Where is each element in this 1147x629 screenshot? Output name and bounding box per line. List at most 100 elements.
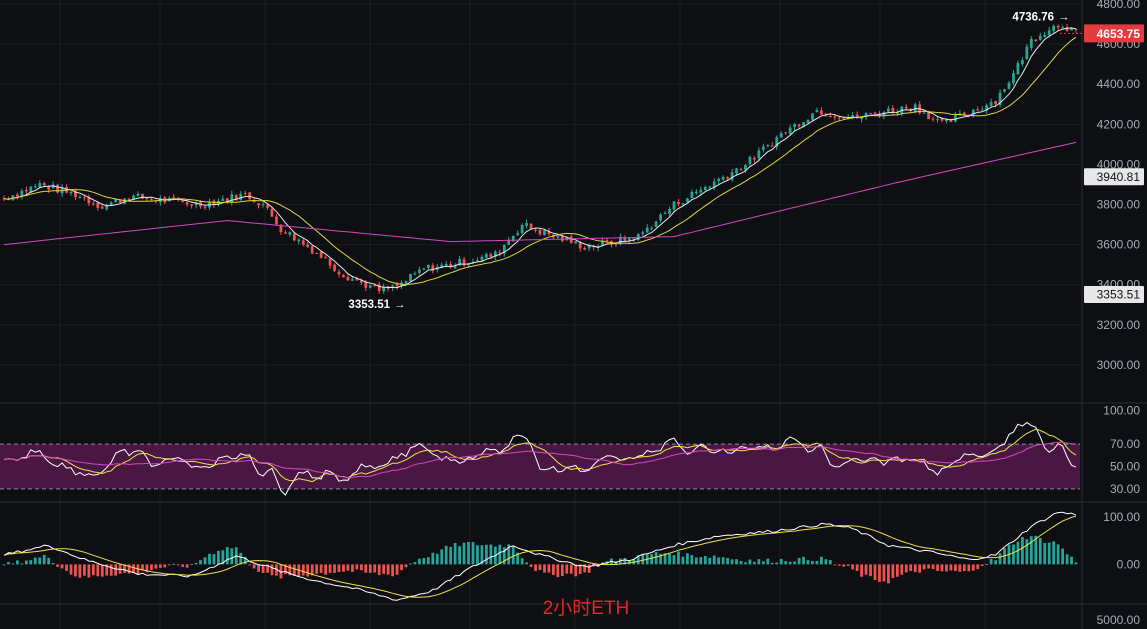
candle [1043, 31, 1047, 38]
candle [266, 203, 269, 210]
candle-body [315, 252, 319, 254]
candle [703, 185, 707, 191]
candle-body [328, 258, 332, 266]
macd-histogram-bar [1034, 535, 1038, 565]
candle-body [797, 124, 801, 127]
macd-histogram-bar [485, 544, 488, 565]
rsi-tick-label: 50.00 [1110, 459, 1140, 473]
macd-histogram-bar [547, 564, 551, 573]
candle-body [449, 263, 453, 268]
candle [449, 260, 453, 269]
macd-histogram-bar [882, 564, 886, 582]
candle [775, 135, 779, 151]
candle-body [1038, 35, 1042, 40]
candle [1061, 25, 1064, 29]
macd-histogram-bar [717, 557, 721, 565]
macd-histogram-bar [1047, 542, 1051, 565]
candle [261, 201, 265, 208]
candle-body [422, 268, 426, 270]
candle [882, 110, 886, 120]
candle [1025, 44, 1029, 60]
candle-body [346, 276, 350, 281]
macd-histogram-bar [105, 564, 109, 576]
macd-histogram-bar [726, 557, 729, 565]
macd-histogram-bar [744, 562, 747, 565]
macd-histogram-bar [761, 561, 765, 565]
candle [596, 244, 600, 252]
candle-body [895, 112, 899, 114]
macd-histogram-bar [927, 564, 930, 569]
macd-histogram-bar [538, 564, 542, 571]
candle [712, 178, 716, 191]
macd-histogram-bar [779, 558, 783, 565]
candle-body [333, 264, 336, 271]
macd-histogram-bar [757, 559, 761, 565]
candle-body [632, 238, 636, 241]
candle [315, 252, 319, 254]
candle-body [310, 246, 314, 254]
candle-body [489, 254, 493, 257]
macd-histogram-bar [404, 564, 408, 568]
candle-body [583, 247, 587, 250]
macd-histogram-bar [114, 564, 118, 576]
price-tick-label: 4200.00 [1097, 117, 1141, 131]
candle-body [904, 106, 908, 109]
macd-histogram-bar [185, 564, 189, 568]
macd-histogram-bar [574, 564, 578, 577]
candle-body [194, 202, 198, 206]
macd-histogram-bar [775, 562, 779, 565]
macd-histogram-bar [793, 561, 796, 565]
candle [592, 244, 595, 251]
min-price-arrow: → [394, 299, 406, 311]
candle-body [1052, 25, 1056, 32]
macd-histogram-bar [998, 553, 1002, 565]
candle [931, 116, 935, 122]
candle-body [480, 256, 484, 261]
candle-body [860, 116, 863, 120]
candle-body [668, 208, 671, 214]
candle [310, 245, 314, 255]
candle-body [351, 279, 354, 281]
candle [462, 256, 466, 268]
candle-body [525, 223, 528, 226]
candle-body [882, 112, 886, 117]
price-tick-label: 3600.00 [1097, 238, 1141, 252]
macd-histogram-bar [949, 564, 953, 571]
candle [761, 143, 765, 153]
macd-histogram-bar [373, 564, 377, 573]
candle-body [132, 195, 135, 200]
macd-histogram-bar [887, 564, 890, 584]
candle [386, 285, 390, 292]
candle-body [181, 201, 185, 203]
macd-histogram-bar [476, 545, 479, 565]
macd-histogram-bar [529, 564, 533, 568]
macd-histogram-bar [20, 563, 24, 565]
candle-body [47, 186, 51, 190]
candle [887, 105, 890, 113]
macd-histogram-bar [91, 564, 95, 576]
candle [954, 112, 957, 123]
macd-histogram-bar [24, 560, 28, 565]
macd-histogram-bar [636, 555, 640, 565]
candle [645, 224, 649, 233]
candle [1034, 39, 1038, 43]
candle-body [753, 158, 756, 160]
candle [516, 230, 520, 236]
macd-histogram-bar [962, 564, 966, 572]
candle [284, 230, 287, 234]
macd-histogram-bar [802, 556, 805, 565]
rsi-average-line [3, 441, 1077, 479]
candle [319, 250, 323, 259]
rsi-tick-label: 70.00 [1110, 437, 1140, 451]
candle [989, 98, 993, 108]
macd-histogram-bar [1021, 537, 1024, 565]
candle-body [842, 117, 846, 119]
candle-body [806, 119, 810, 123]
candle-body [391, 285, 394, 288]
candle [2, 195, 6, 201]
macd-signal-line [3, 515, 1077, 598]
candle-body [927, 112, 930, 120]
candle [24, 186, 28, 195]
candle-body [261, 204, 265, 206]
